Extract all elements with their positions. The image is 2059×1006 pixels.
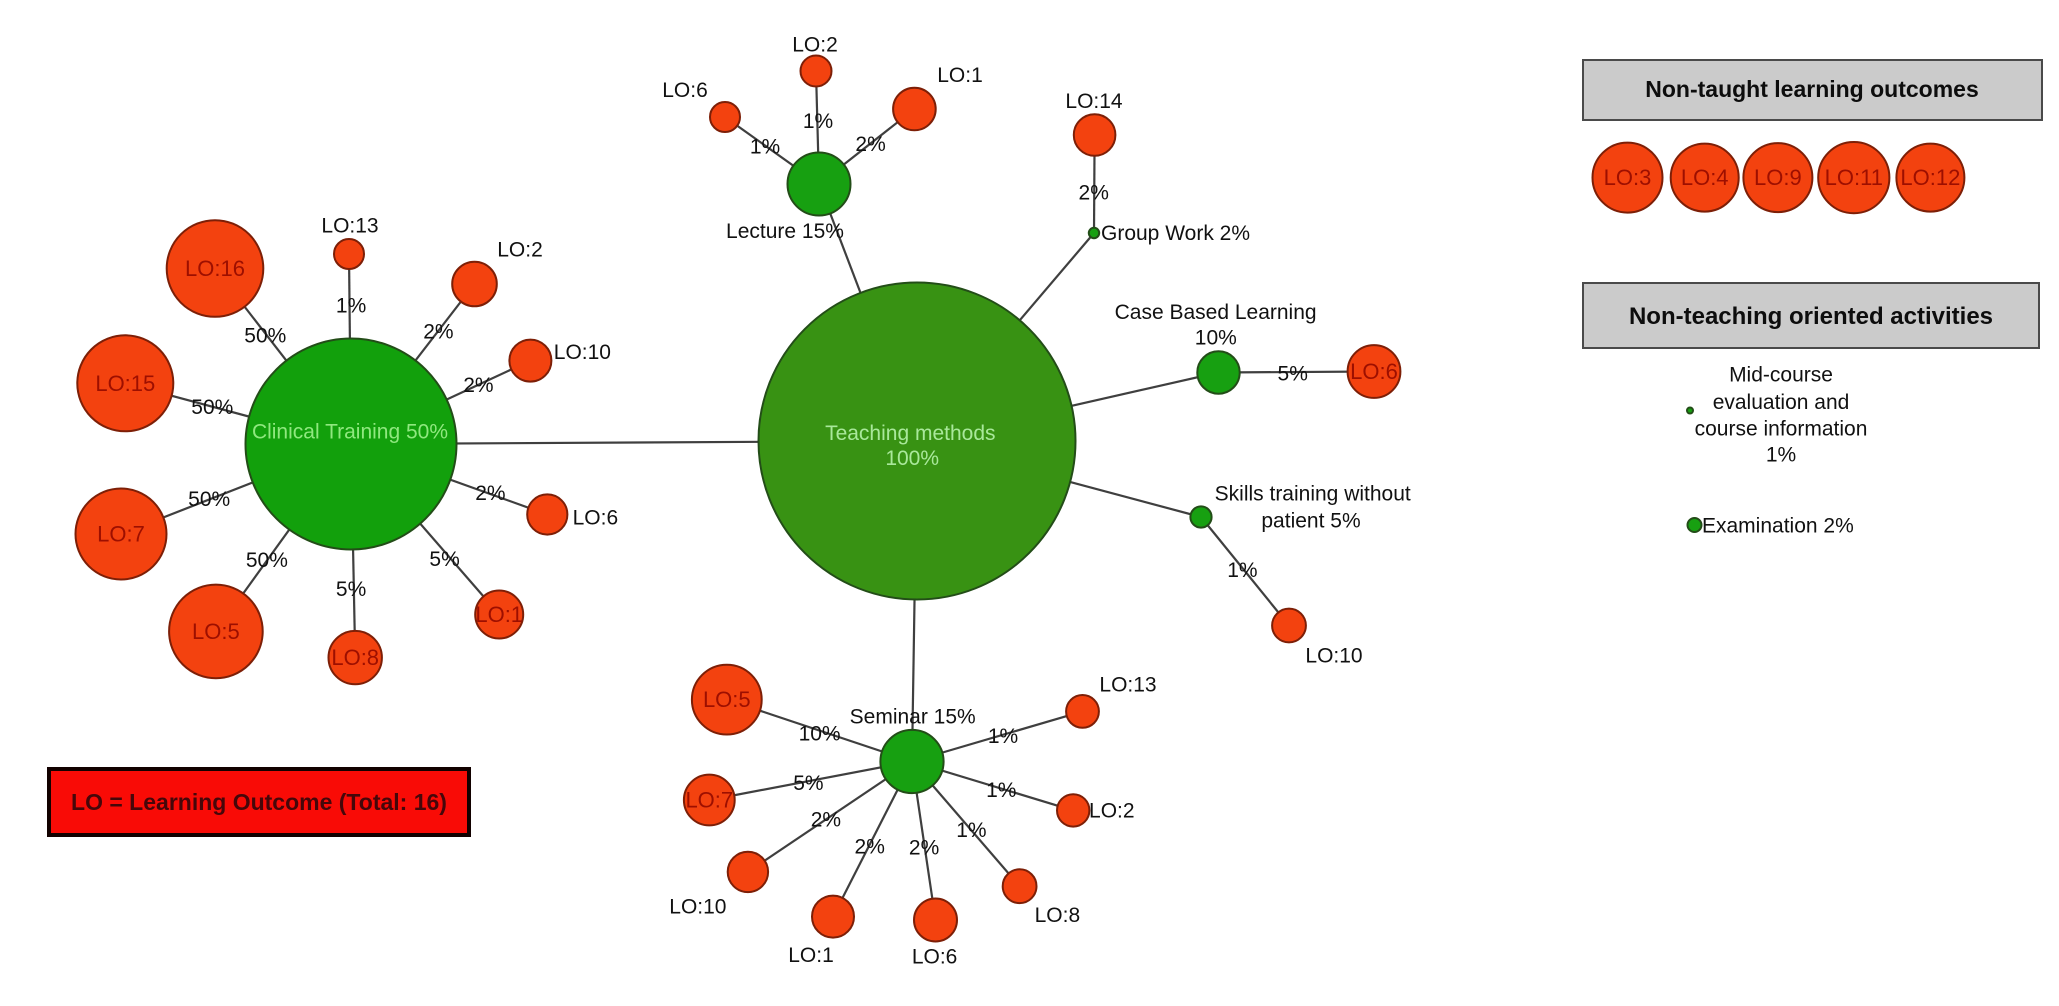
svg-text:LO:12: LO:12 [1900,165,1960,190]
svg-text:Lecture 15%: Lecture 15% [726,220,844,243]
svg-text:LO:8: LO:8 [331,645,379,670]
svg-text:Non-taught learning outcomes: Non-taught learning outcomes [1645,76,1979,102]
svg-text:LO:5: LO:5 [703,687,751,712]
svg-text:LO:7: LO:7 [685,788,733,813]
svg-text:50%: 50% [246,549,288,572]
svg-text:10%: 10% [1195,326,1237,349]
svg-text:LO:10: LO:10 [669,896,726,919]
svg-text:Skills training without: Skills training without [1215,482,1411,505]
svg-text:50%: 50% [188,488,230,511]
svg-text:5%: 5% [1278,363,1308,386]
svg-text:LO:11: LO:11 [1825,165,1883,190]
svg-text:Teaching methods: Teaching methods [825,422,995,445]
svg-text:2%: 2% [811,809,841,832]
svg-text:2%: 2% [909,836,939,859]
svg-text:5%: 5% [429,548,459,571]
svg-text:LO:16: LO:16 [185,256,245,281]
svg-text:LO = Learning Outcome (Total:: LO = Learning Outcome (Total: 16) [71,789,447,815]
svg-text:50%: 50% [191,396,233,419]
svg-text:LO:1: LO:1 [937,64,983,87]
svg-text:LO:13: LO:13 [321,214,378,237]
svg-text:LO:2: LO:2 [792,33,838,56]
svg-text:LO:6: LO:6 [573,506,619,529]
svg-text:patient 5%: patient 5% [1261,509,1360,532]
svg-text:2%: 2% [1079,182,1109,205]
svg-text:LO:1: LO:1 [475,602,523,627]
svg-text:100%: 100% [885,447,939,470]
svg-text:LO:5: LO:5 [192,619,240,644]
svg-text:1%: 1% [988,725,1018,748]
svg-text:Seminar 15%: Seminar 15% [850,705,976,728]
svg-text:LO:3: LO:3 [1604,165,1652,190]
svg-text:LO:9: LO:9 [1754,165,1802,190]
svg-text:10%: 10% [799,722,841,745]
svg-text:evaluation and: evaluation and [1713,391,1850,414]
svg-text:50%: 50% [244,324,286,347]
svg-text:1%: 1% [1766,443,1796,466]
svg-text:LO:8: LO:8 [1035,904,1081,927]
svg-text:2%: 2% [855,133,885,156]
svg-text:LO:7: LO:7 [97,522,145,547]
svg-text:2%: 2% [475,482,505,505]
svg-text:LO:6: LO:6 [1350,359,1398,384]
svg-text:5%: 5% [793,772,823,795]
svg-text:LO:4: LO:4 [1681,165,1729,190]
svg-text:Mid-course: Mid-course [1729,363,1833,386]
svg-text:1%: 1% [750,135,780,158]
svg-text:LO:2: LO:2 [1089,800,1135,823]
svg-text:LO:6: LO:6 [662,79,708,102]
svg-text:LO:15: LO:15 [95,371,155,396]
svg-text:LO:13: LO:13 [1099,673,1156,696]
svg-text:1%: 1% [1227,559,1257,582]
svg-text:LO:10: LO:10 [554,341,611,364]
svg-text:2%: 2% [855,836,885,859]
svg-text:LO:10: LO:10 [1305,645,1362,668]
svg-text:2%: 2% [423,320,453,343]
svg-text:LO:14: LO:14 [1065,90,1123,113]
svg-text:5%: 5% [336,578,366,601]
svg-text:1%: 1% [803,110,833,133]
svg-text:LO:2: LO:2 [497,238,543,261]
svg-text:LO:1: LO:1 [788,944,834,967]
svg-text:1%: 1% [956,819,986,842]
svg-text:1%: 1% [336,294,366,317]
svg-text:Examination 2%: Examination 2% [1702,514,1854,537]
svg-text:LO:6: LO:6 [912,946,958,969]
svg-text:Non-teaching oriented activiti: Non-teaching oriented activities [1629,303,1993,330]
svg-text:Clinical Training 50%: Clinical Training 50% [252,421,448,444]
svg-text:2%: 2% [463,374,493,397]
svg-text:Case Based Learning: Case Based Learning [1115,301,1317,324]
svg-text:Group Work 2%: Group Work 2% [1101,222,1250,245]
svg-text:course information: course information [1695,417,1868,440]
svg-text:1%: 1% [986,779,1016,802]
